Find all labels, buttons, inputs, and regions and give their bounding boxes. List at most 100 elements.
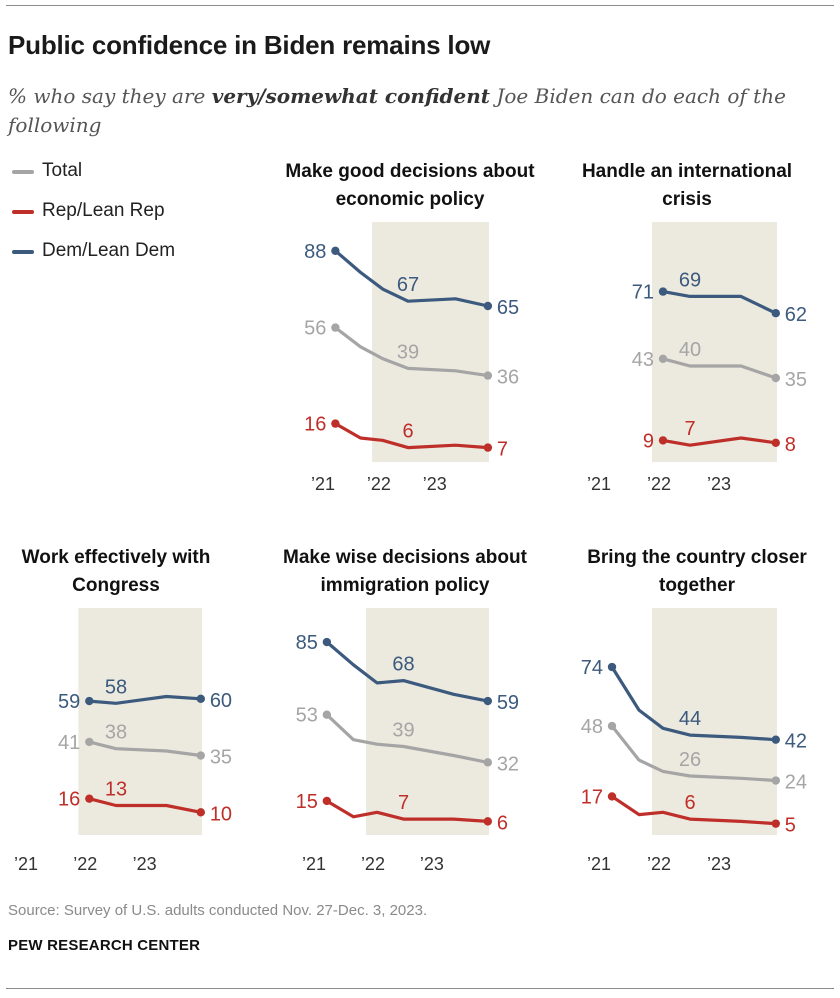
x-tick-label: ’21 (587, 854, 611, 874)
x-tick-label: ’23 (420, 854, 444, 874)
top-rule (6, 5, 834, 6)
data-point-rep (607, 792, 617, 801)
data-label-rep: 5 (785, 815, 796, 837)
data-label-total: 48 (581, 716, 603, 738)
data-label-rep: 10 (210, 803, 232, 825)
data-point-total (483, 371, 493, 380)
panel-background (372, 222, 489, 462)
panel-international: ’21 ’22 ’23 71 69 62 43 40 35 9 7 8 (587, 222, 807, 494)
data-point-rep (331, 419, 340, 428)
data-label-rep: 9 (643, 430, 654, 452)
data-point-rep (483, 443, 493, 452)
panel-title-congress: Work effectively with Congress (21, 547, 211, 596)
series-line-rep (87, 797, 203, 814)
data-label-rep: 6 (402, 421, 413, 443)
subtitle-pre: % who say they are (8, 84, 212, 108)
series-line-total (333, 326, 490, 378)
data-label-rep: 7 (497, 439, 508, 461)
data-label-rep: 7 (398, 792, 409, 814)
x-tick-label: ’22 (647, 854, 671, 874)
panel-immigration: ’21 ’22 ’23 85 68 59 53 39 32 15 7 6 (296, 608, 519, 874)
data-point-rep (771, 438, 780, 447)
series-line-rep (333, 422, 490, 450)
data-point-total (331, 323, 340, 332)
x-tick-label: ’23 (133, 854, 157, 874)
data-label-total: 53 (296, 705, 318, 727)
panel-title-international: Handle an international crisis (581, 161, 793, 210)
credit-line: PEW RESEARCH CENTER (8, 937, 201, 954)
data-label-total: 43 (632, 349, 654, 371)
data-label-dem: 88 (304, 241, 326, 263)
data-label-rep: 15 (296, 791, 318, 813)
data-label-total: 39 (397, 341, 419, 363)
data-point-rep (322, 796, 332, 806)
series-line-dem (333, 249, 490, 308)
legend-swatch-dem (12, 250, 34, 254)
data-point-total (771, 373, 780, 383)
data-label-dem: 59 (58, 691, 80, 713)
x-tick-label: ’21 (14, 854, 38, 874)
data-label-total: 40 (679, 339, 701, 361)
data-label-total: 35 (210, 747, 232, 769)
panel-congress: ’21 ’22 ’23 59 58 60 41 38 35 16 13 10 (14, 608, 232, 874)
panel-background (78, 608, 202, 835)
series-line-dem (610, 665, 778, 742)
panel-title-country: Bring the country closer together (587, 547, 807, 596)
chart-subtitle: % who say they are very/somewhat confide… (8, 82, 838, 140)
series-line-rep (610, 794, 778, 826)
x-tick-label: ’21 (587, 474, 611, 494)
data-label-dem: 74 (581, 657, 603, 679)
series-line-total (325, 713, 490, 765)
x-tick-label: ’23 (707, 474, 731, 494)
data-label-dem: 85 (296, 632, 318, 654)
data-point-dem (658, 287, 668, 296)
data-label-dem: 65 (497, 297, 519, 319)
series-line-total (661, 357, 778, 380)
data-point-dem (331, 246, 340, 255)
data-label-dem: 44 (679, 708, 701, 730)
data-point-dem (607, 662, 617, 672)
panel-background (652, 222, 777, 462)
data-label-total: 24 (785, 772, 807, 794)
legend-swatch-rep (12, 210, 34, 214)
panel-title-immigration: Make wise decisions about immigration po… (283, 547, 527, 596)
legend-swatch-total (12, 170, 34, 174)
legend-label-total: Total (42, 160, 83, 181)
data-point-rep (658, 436, 668, 445)
data-label-total: 32 (497, 753, 519, 775)
data-label-dem: 69 (679, 269, 701, 291)
x-tick-label: ’22 (73, 854, 97, 874)
data-label-rep: 8 (785, 434, 796, 456)
data-point-dem (483, 301, 493, 311)
data-label-dem: 42 (785, 731, 807, 753)
data-label-total: 56 (304, 318, 326, 340)
data-label-dem: 71 (632, 282, 654, 304)
x-tick-label: ’22 (361, 854, 385, 874)
data-label-rep: 16 (304, 414, 326, 436)
data-label-dem: 60 (210, 690, 232, 712)
data-label-total: 39 (392, 719, 414, 741)
data-label-dem: 58 (105, 676, 127, 698)
subtitle-post: Joe Biden can do each of the following (8, 84, 786, 137)
series-line-total (87, 740, 203, 758)
data-label-total: 26 (679, 749, 701, 771)
data-point-dem (483, 696, 493, 706)
data-label-rep: 6 (497, 812, 508, 834)
data-point-rep (85, 794, 94, 803)
legend-label-dem: Dem/Lean Dem (42, 240, 176, 261)
panel-background (652, 608, 777, 835)
data-label-rep: 16 (58, 789, 80, 811)
data-label-dem: 68 (392, 654, 414, 676)
data-point-rep (196, 808, 206, 817)
data-label-rep: 13 (105, 778, 127, 800)
data-point-dem (771, 735, 780, 744)
data-label-total: 36 (497, 367, 519, 389)
source-note: Source: Survey of U.S. adults conducted … (8, 902, 428, 919)
series-line-total (610, 724, 778, 783)
series-line-rep (325, 799, 490, 824)
panel-background (366, 608, 489, 835)
data-point-dem (196, 694, 206, 703)
data-point-dem (322, 637, 332, 647)
